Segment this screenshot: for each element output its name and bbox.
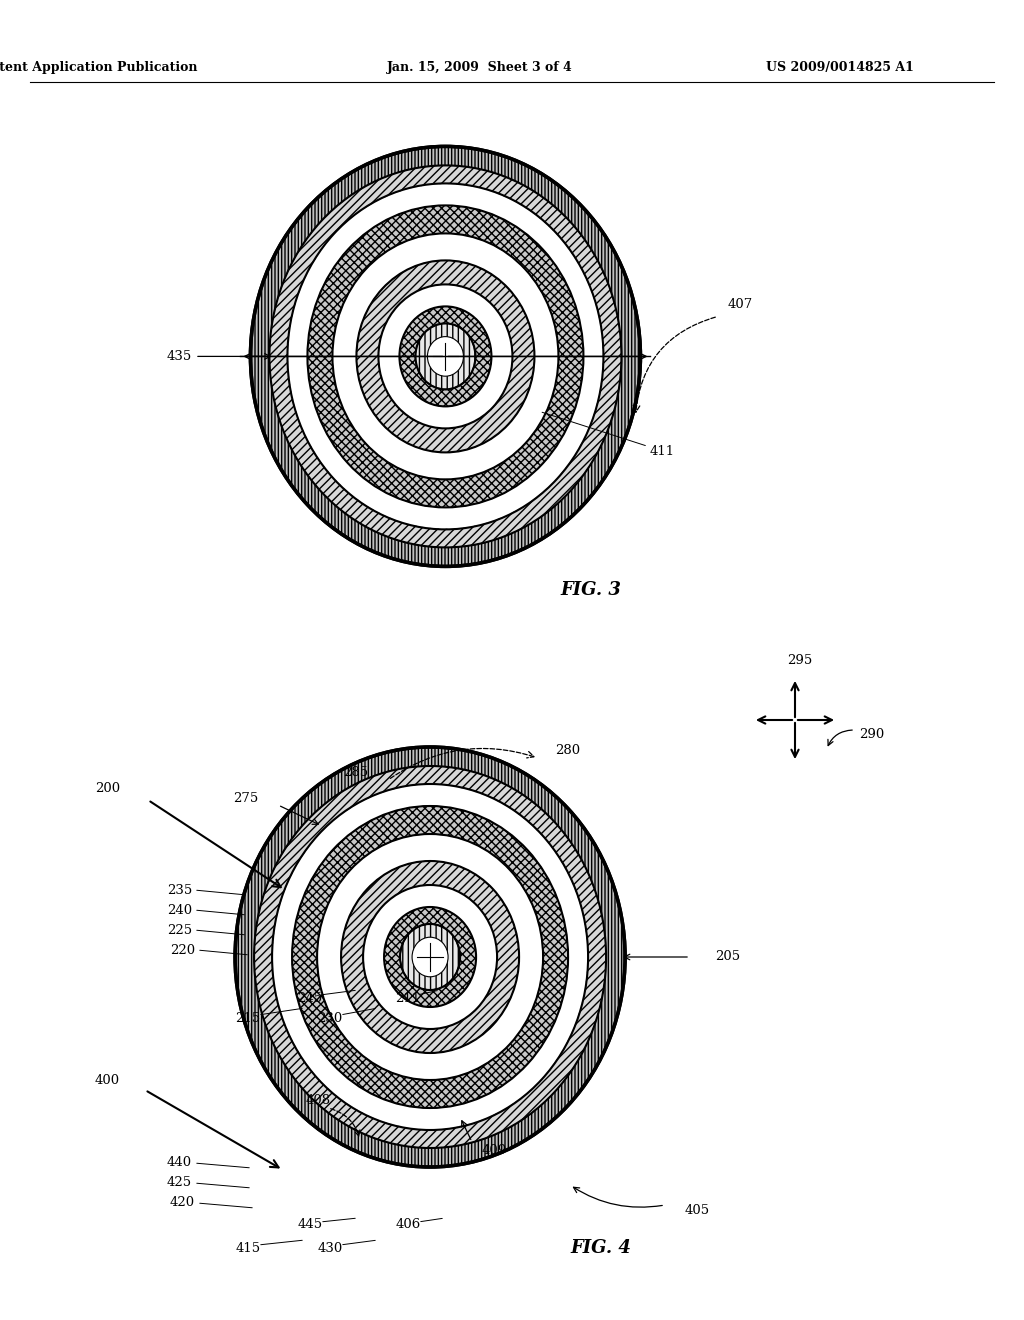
Text: 285: 285 xyxy=(343,767,368,780)
Text: 200: 200 xyxy=(95,781,120,795)
Ellipse shape xyxy=(236,747,625,1167)
Text: 400: 400 xyxy=(95,1073,120,1086)
Text: 240: 240 xyxy=(167,903,193,916)
Ellipse shape xyxy=(412,937,449,977)
Text: 408: 408 xyxy=(305,1093,331,1106)
Ellipse shape xyxy=(270,166,621,546)
Ellipse shape xyxy=(399,306,492,407)
Text: 407: 407 xyxy=(728,298,754,312)
Text: 215: 215 xyxy=(236,1011,260,1024)
Ellipse shape xyxy=(251,147,640,566)
Text: 225: 225 xyxy=(167,924,193,936)
Text: 205: 205 xyxy=(715,950,740,964)
Text: 405: 405 xyxy=(685,1204,710,1217)
Text: 295: 295 xyxy=(787,653,813,667)
Text: 411: 411 xyxy=(650,445,675,458)
Ellipse shape xyxy=(307,206,584,507)
Ellipse shape xyxy=(416,323,475,389)
Text: 230: 230 xyxy=(317,1011,343,1024)
Text: 425: 425 xyxy=(167,1176,193,1189)
Text: 445: 445 xyxy=(297,1218,323,1232)
Text: FIG. 3: FIG. 3 xyxy=(560,581,621,599)
Ellipse shape xyxy=(379,285,512,428)
Text: 430: 430 xyxy=(317,1242,343,1254)
Ellipse shape xyxy=(255,767,605,1147)
Text: 409: 409 xyxy=(482,1143,507,1156)
Text: 440: 440 xyxy=(167,1156,193,1170)
Ellipse shape xyxy=(384,907,476,1007)
Ellipse shape xyxy=(400,924,460,990)
Text: 245: 245 xyxy=(297,991,323,1005)
Text: 220: 220 xyxy=(170,944,195,957)
Ellipse shape xyxy=(288,183,603,529)
Ellipse shape xyxy=(292,807,568,1107)
Text: 211: 211 xyxy=(395,991,421,1005)
Text: Patent Application Publication: Patent Application Publication xyxy=(0,62,198,74)
Text: 280: 280 xyxy=(555,743,581,756)
Text: 415: 415 xyxy=(236,1242,260,1254)
Text: 406: 406 xyxy=(395,1218,421,1232)
Ellipse shape xyxy=(427,337,464,376)
Ellipse shape xyxy=(416,323,475,389)
Text: 235: 235 xyxy=(167,883,193,896)
Text: 420: 420 xyxy=(170,1196,195,1209)
Text: 290: 290 xyxy=(859,729,885,742)
Ellipse shape xyxy=(272,784,588,1130)
Ellipse shape xyxy=(333,234,558,479)
Ellipse shape xyxy=(364,886,497,1028)
Ellipse shape xyxy=(317,834,543,1080)
Text: FIG. 4: FIG. 4 xyxy=(570,1239,631,1257)
Text: US 2009/0014825 A1: US 2009/0014825 A1 xyxy=(766,62,914,74)
Ellipse shape xyxy=(254,766,606,1148)
Ellipse shape xyxy=(356,260,535,453)
Text: 275: 275 xyxy=(232,792,258,804)
Text: 435: 435 xyxy=(167,350,193,363)
Text: Jan. 15, 2009  Sheet 3 of 4: Jan. 15, 2009 Sheet 3 of 4 xyxy=(387,62,572,74)
Ellipse shape xyxy=(400,924,460,990)
Ellipse shape xyxy=(341,861,519,1053)
Ellipse shape xyxy=(269,165,622,548)
